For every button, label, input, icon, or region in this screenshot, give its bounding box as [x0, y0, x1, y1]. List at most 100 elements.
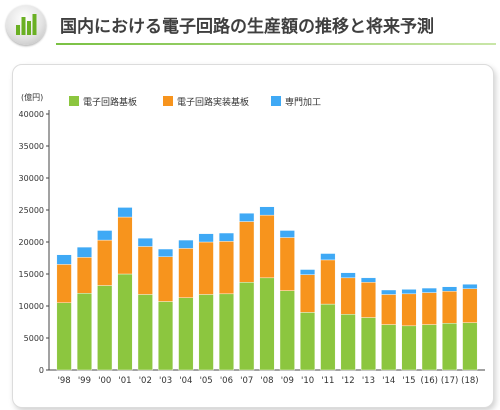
x-tick-label: '06 [220, 376, 233, 386]
bar-segment [300, 269, 316, 275]
bar-segment [158, 248, 174, 257]
x-tick-label: '07 [240, 376, 253, 386]
bar-segment [137, 237, 153, 247]
bar-segment [76, 257, 92, 294]
x-tick-label: '14 [382, 376, 395, 386]
y-tick-label: 25000 [19, 206, 44, 215]
legend-swatch [163, 96, 173, 106]
x-tick-label: (18) [461, 376, 478, 386]
bar-segment [56, 302, 72, 371]
bar-segment [198, 241, 214, 295]
x-tick-label: '01 [118, 376, 131, 386]
x-tick-label: '98 [58, 376, 71, 386]
x-tick-label: '03 [159, 376, 172, 386]
x-tick-label: '09 [281, 376, 294, 386]
bar-segment [340, 314, 356, 371]
bar-segment [178, 297, 194, 371]
bar-segment [421, 292, 437, 325]
bar-segment [158, 256, 174, 302]
bar-segment [259, 277, 275, 371]
bar-segment [442, 286, 458, 292]
legend-label: 電子回路実装基板 [177, 96, 249, 108]
y-tick-label: 15000 [19, 270, 44, 279]
y-axis-unit-label: (億円) [21, 92, 43, 102]
bar-segment [259, 214, 275, 279]
bar-segment [421, 324, 437, 371]
bar-segment [340, 277, 356, 315]
bar-segment [178, 248, 194, 298]
bar-segment [320, 259, 336, 305]
x-tick-label: (16) [421, 376, 438, 386]
x-tick-label: '15 [402, 376, 415, 386]
bar-segment [259, 206, 275, 216]
bar-segment [401, 293, 417, 327]
bar-segment [360, 317, 376, 371]
bar-segment [198, 233, 214, 243]
bar-segment [381, 324, 397, 371]
bar-segment [178, 239, 194, 249]
bar-segment [442, 291, 458, 324]
x-tick-label: '99 [78, 376, 91, 386]
y-tick-label: 40000 [19, 110, 44, 119]
bar-segment [76, 292, 92, 371]
y-tick-label: 10000 [19, 302, 44, 311]
x-tick-label: '10 [301, 376, 314, 386]
bar-segment [300, 274, 316, 313]
y-tick-label: 20000 [19, 238, 44, 247]
bar-segment [401, 325, 417, 371]
x-tick-label: '02 [139, 376, 152, 386]
bar-segment [137, 294, 153, 371]
bar-segment [279, 237, 295, 291]
bar-segment [56, 264, 72, 303]
legend-label: 専門加工 [285, 96, 321, 108]
bar-segment [158, 301, 174, 371]
bar-segment [97, 230, 113, 241]
page-header: 国内における電子回路の生産額の推移と将来予測 [0, 0, 500, 50]
bar-segment [218, 241, 234, 295]
x-tick-label: '05 [200, 376, 213, 386]
y-tick-label: 35000 [19, 142, 44, 151]
title-underline [56, 43, 496, 45]
bar-segment [360, 277, 376, 283]
y-tick-label: 30000 [19, 174, 44, 183]
stacked-bar-chart: (億円) 0 5000 10000 15000 20000 25000 30000 35000 4… [19, 92, 485, 386]
bar-segment [97, 239, 113, 286]
x-tick-label: '13 [362, 376, 375, 386]
bar-segment [442, 323, 458, 371]
x-tick-label: '04 [179, 376, 192, 386]
legend-swatch [271, 96, 281, 106]
bar-segment [279, 290, 295, 371]
page-title: 国内における電子回路の生産額の推移と将来予測 [60, 17, 434, 37]
bar-segment [340, 272, 356, 279]
legend-label: 電子回路基板 [83, 96, 137, 108]
bar-segment [117, 273, 133, 371]
bar-segment [462, 322, 478, 371]
bar-segment [218, 232, 234, 242]
bar-segment [462, 284, 478, 289]
bar-segment [279, 230, 295, 238]
x-tick-label: '00 [98, 376, 111, 386]
bar-segment [320, 253, 336, 261]
bar-segment [381, 289, 397, 295]
bar-segment [401, 289, 417, 295]
bar-segment [198, 294, 214, 371]
bar-segment [239, 282, 255, 371]
bar-segment [218, 293, 234, 371]
bar-segment [300, 312, 316, 371]
x-tick-label: (17) [441, 376, 458, 386]
bar-chart-logo-icon [6, 5, 46, 45]
bar-segment [360, 282, 376, 318]
x-tick-label: '11 [321, 376, 334, 386]
bar-segment [421, 287, 437, 293]
bar-segment [462, 288, 478, 323]
chart-panel: (億円) 0 5000 10000 15000 20000 25000 30000 35000 4… [12, 64, 494, 408]
x-tick-label: '12 [342, 376, 355, 386]
bar-segment [320, 303, 336, 371]
bar-segment [56, 254, 72, 265]
bar-segment [97, 285, 113, 371]
bar-segment [239, 212, 255, 222]
bar-segment [117, 207, 133, 218]
bar-segment [117, 216, 133, 275]
legend-swatch [69, 96, 79, 106]
bar-chart-glyph [16, 14, 37, 35]
